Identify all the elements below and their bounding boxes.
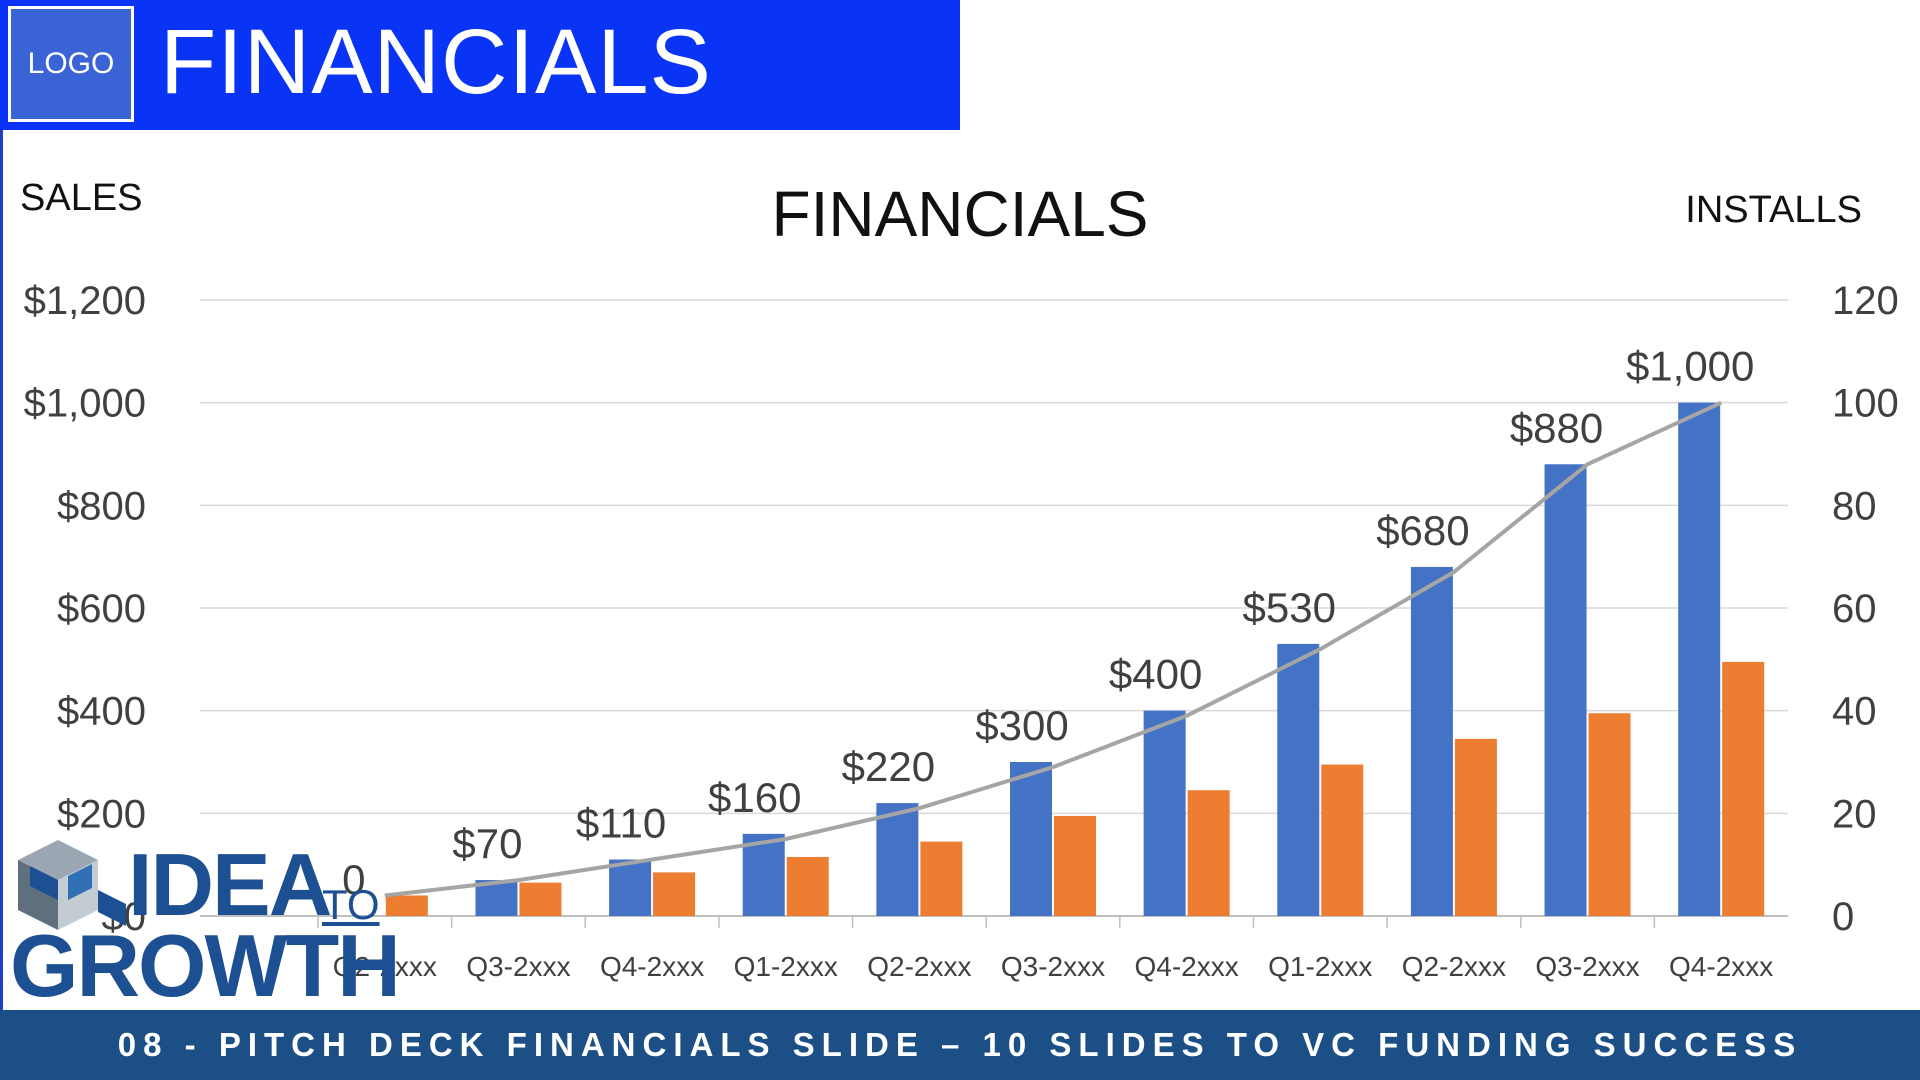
slide-frame [0, 0, 3, 1010]
data-label: $1,000 [1626, 343, 1754, 390]
data-label: $400 [1109, 651, 1202, 698]
x-tick-label: Q4-2xxx [1135, 951, 1239, 982]
y2-tick-label: 0 [1832, 895, 1854, 939]
x-tick-label: Q1-2xxx [734, 951, 838, 982]
bar-secondary [1722, 661, 1765, 916]
data-label: $160 [708, 774, 801, 821]
bar-sales [1010, 762, 1052, 916]
bar-sales [876, 803, 919, 916]
y2-tick-label: 80 [1832, 484, 1877, 528]
data-label: $530 [1243, 584, 1336, 631]
chart-title: FINANCIALS [772, 178, 1149, 250]
bar-sales [1410, 566, 1453, 916]
installs-line [384, 400, 1723, 898]
y2-tick-label: 20 [1832, 792, 1877, 836]
bar-sales [609, 859, 652, 916]
bar-secondary [786, 856, 829, 916]
bar-secondary [1054, 815, 1096, 916]
data-label: $70 [452, 820, 522, 867]
y2-tick-label: 60 [1832, 587, 1877, 631]
bar-sales [1277, 643, 1320, 916]
bar-sales [1143, 710, 1186, 916]
x-tick-label: Q4-2xxx [1669, 951, 1773, 982]
bar-secondary [1454, 738, 1497, 916]
y-axis-label: SALES [20, 177, 143, 219]
bar-secondary [653, 872, 696, 916]
data-label: $880 [1510, 404, 1603, 451]
bar-sales [742, 833, 785, 916]
bar-secondary [1321, 764, 1364, 916]
bar-sales [1678, 402, 1721, 917]
x-tick-label: Q2-2xxx [867, 951, 971, 982]
data-label: $220 [842, 743, 935, 790]
slide-title: FINANCIALS [160, 11, 712, 113]
y-tick-label: $1,000 [24, 382, 146, 426]
y2-tick-label: 100 [1832, 382, 1899, 426]
bar-secondary [920, 841, 963, 916]
logo-label: LOGO [27, 47, 115, 80]
x-tick-label: Q1-2xxx [1268, 951, 1372, 982]
footer-text: 08 - PITCH DECK FINANCIALS SLIDE – 10 SL… [117, 1026, 1803, 1063]
logo-placeholder: LOGO [8, 6, 134, 122]
brand-word-growth: GROWTH [10, 916, 401, 1015]
x-tick-label: Q3-2xxx [1001, 951, 1105, 982]
idea-to-growth-logo: IDEA TO GROWTH [8, 826, 401, 1010]
bar-secondary [385, 895, 428, 916]
data-label: $300 [975, 702, 1068, 749]
y-tick-label: $200 [57, 792, 146, 836]
footer-banner: 08 - PITCH DECK FINANCIALS SLIDE – 10 SL… [0, 1010, 1920, 1080]
brand-cube-icon [18, 840, 126, 930]
x-tick-label: Q2-2xxx [1402, 951, 1506, 982]
x-tick-label: Q3-2xxx [1535, 951, 1639, 982]
financials-chart: FINANCIALS SALES INSTALLS $0$200$400$600… [20, 177, 1899, 982]
data-label: 0 [342, 856, 365, 903]
data-label: $110 [576, 800, 666, 847]
bar-secondary [1187, 790, 1230, 916]
y-tick-label: $1,200 [24, 279, 146, 323]
data-label: $680 [1376, 507, 1469, 554]
y-tick-label: $800 [57, 484, 146, 528]
y-tick-label: $400 [57, 690, 146, 734]
x-tick-label: Q4-2xxx [600, 951, 704, 982]
x-tick-label: Q2-2xxx [333, 951, 437, 982]
brand-word-idea: IDEA [128, 835, 332, 934]
brand-word-to: TO [322, 881, 380, 928]
y-tick-label: $600 [57, 587, 146, 631]
y2-tick-label: 120 [1832, 279, 1899, 323]
x-tick-label: Q3-2xxx [466, 951, 570, 982]
bar-sales [1544, 464, 1587, 916]
bar-secondary [519, 882, 562, 916]
y2-tick-label: 40 [1832, 690, 1877, 734]
y2-axis-label: INSTALLS [1685, 189, 1862, 231]
bar-secondary [1588, 713, 1631, 916]
slide-header: LOGO FINANCIALS [0, 0, 960, 130]
